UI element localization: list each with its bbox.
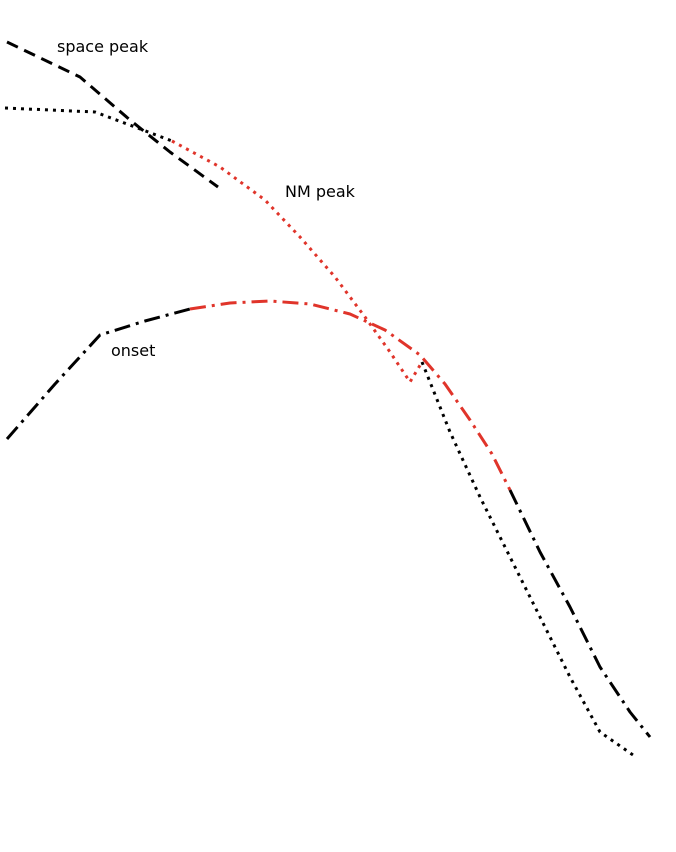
series-line-space-peak-0: [6, 40, 219, 189]
series-line-nm-peak-0: [4, 106, 173, 143]
series-space-peak: [6, 40, 219, 189]
annotation-space-peak: space peak: [57, 37, 149, 56]
series-line-nm-peak-1: [171, 139, 424, 384]
annotation-nm-peak: NM peak: [285, 182, 356, 201]
series-line-onset-0: [5, 307, 191, 440]
series-line-onset-1: [189, 299, 512, 491]
series-line-nm-peak-2: [420, 361, 634, 757]
series-onset: [5, 299, 652, 738]
series-layer: [4, 40, 652, 757]
series-line-onset-2: [508, 489, 652, 738]
series-nm-peak: [4, 106, 634, 757]
annotation-onset: onset: [111, 341, 155, 360]
annotation-layer: space peak NM peak onset: [57, 37, 356, 360]
